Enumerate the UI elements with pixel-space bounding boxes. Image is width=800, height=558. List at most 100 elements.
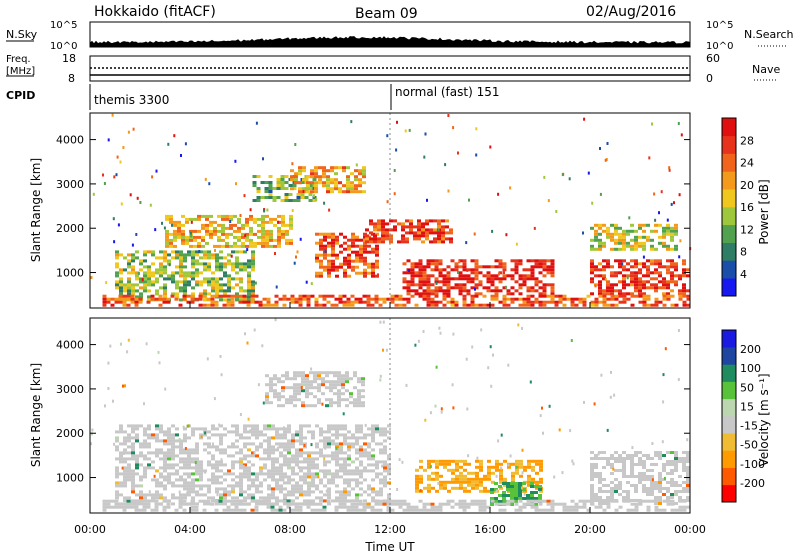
heatmap-cell: [225, 245, 229, 248]
heatmap-cell: [131, 506, 135, 509]
heatmap-cell: [319, 248, 323, 251]
heatmap-cell: [439, 484, 443, 487]
heatmap-cell: [253, 245, 257, 248]
heatmap-cell: [269, 218, 273, 221]
heatmap-cell: [389, 240, 393, 243]
heatmap-cell: [191, 506, 195, 509]
heatmap-cell: [517, 323, 519, 326]
heatmap-cell: [439, 509, 443, 512]
heatmap-cell: [311, 430, 315, 433]
heatmap-cell: [275, 469, 279, 472]
heatmap-cell: [519, 298, 523, 301]
heatmap-cell: [662, 277, 666, 280]
heatmap-cell: [455, 481, 459, 484]
heatmap-cell: [379, 321, 381, 324]
heatmap-cell: [295, 484, 299, 487]
heatmap-cell: [147, 506, 151, 509]
heatmap-cell: [331, 478, 335, 481]
heatmap-cell: [431, 283, 435, 286]
heatmap-cell: [227, 277, 231, 280]
cpid-segment-1: themis 3300: [94, 93, 169, 107]
heatmap-cell: [603, 500, 607, 503]
heatmap-cell: [363, 433, 367, 436]
heatmap-cell: [682, 481, 686, 484]
heatmap-cell: [547, 503, 551, 506]
heatmap-cell: [207, 442, 211, 445]
heatmap-cell: [283, 295, 287, 298]
heatmap-cell: [638, 262, 642, 265]
heatmap-cell: [115, 436, 119, 439]
heatmap-cell: [606, 286, 610, 289]
heatmap-cell: [229, 245, 233, 248]
heatmap-cell: [535, 463, 539, 466]
heatmap-cell: [159, 439, 163, 442]
heatmap-cell: [227, 286, 231, 289]
heatmap-cell: [527, 463, 531, 466]
heatmap-cell: [323, 239, 327, 242]
heatmap-cell: [285, 199, 289, 202]
heatmap-cell: [598, 262, 602, 265]
heatmap-cell: [447, 265, 451, 268]
heatmap-cell: [331, 499, 335, 502]
heatmap-cell: [503, 268, 507, 271]
heatmap-cell: [535, 283, 539, 286]
heatmap-cell: [471, 268, 475, 271]
heatmap-cell: [247, 280, 251, 283]
heatmap-cell: [215, 481, 219, 484]
heatmap-cell: [427, 280, 431, 283]
heatmap-cell: [638, 280, 642, 283]
heatmap-cell: [569, 429, 571, 432]
heatmap-cell: [276, 286, 278, 289]
heatmap-cell: [247, 301, 251, 304]
heatmap-cell: [127, 304, 131, 307]
heatmap-cell: [123, 283, 127, 286]
heatmap-cell: [519, 466, 523, 469]
heatmap-cell: [634, 245, 638, 248]
heatmap-cell: [335, 457, 339, 460]
heatmap-cell: [191, 433, 195, 436]
heatmap-cell: [383, 469, 387, 472]
heatmap-cell: [199, 487, 203, 490]
heatmap-cell: [315, 496, 319, 499]
heatmap-cell: [475, 127, 477, 130]
heatmap-cell: [127, 271, 131, 274]
heatmap-cell: [599, 500, 603, 503]
heatmap-cell: [594, 499, 598, 502]
heatmap-cell: [648, 156, 650, 159]
heatmap-cell: [391, 298, 395, 301]
heatmap-cell: [277, 398, 281, 401]
heatmap-cell: [323, 202, 325, 205]
heatmap-cell: [670, 265, 674, 268]
heatmap-cell: [139, 484, 143, 487]
heatmap-cell: [337, 401, 341, 404]
heatmap-cell: [261, 224, 265, 227]
heatmap-cell: [433, 228, 437, 231]
heatmap-cell: [347, 445, 351, 448]
heatmap-cell: [562, 173, 564, 176]
heatmap-cell: [319, 454, 323, 457]
heatmap-cell: [259, 469, 263, 472]
heatmap-cell: [642, 466, 646, 469]
heatmap-cell: [319, 295, 323, 298]
heatmap-cell: [227, 295, 231, 298]
heatmap-cell: [498, 494, 502, 497]
heatmap-cell: [183, 426, 185, 429]
heatmap-cell: [287, 457, 291, 460]
heatmap-cell: [487, 271, 491, 274]
heatmap-cell: [115, 271, 119, 274]
heatmap-cell: [539, 481, 543, 484]
heatmap-cell: [503, 298, 507, 301]
heatmap-cell: [325, 250, 327, 253]
heatmap-cell: [551, 265, 555, 268]
heatmap-cell: [323, 509, 327, 512]
heatmap-cell: [375, 490, 379, 493]
heatmap-cell: [269, 190, 273, 193]
heatmap-cell: [548, 199, 550, 202]
heatmap-cell: [630, 265, 634, 268]
heatmap-cell: [231, 268, 235, 271]
heatmap-cell: [471, 286, 475, 289]
heatmap-cell: [590, 451, 594, 454]
heatmap-cell: [247, 259, 251, 262]
heatmap-cell: [127, 280, 131, 283]
heatmap-cell: [343, 469, 347, 472]
